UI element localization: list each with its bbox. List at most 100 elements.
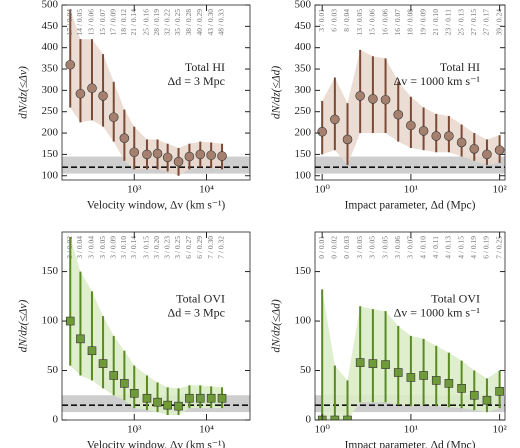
y-tick-label: 450 [42,20,59,32]
count-label: 28 / 0.19 [152,9,161,36]
count-label: 4 / 0.10 [418,236,427,259]
marker [330,415,340,420]
marker [456,137,467,148]
marker [380,94,391,105]
marker [431,131,442,141]
count-label: 3 / 0.09 [108,236,117,259]
marker [87,346,97,356]
marker [195,149,206,160]
count-label: 23 / 0.11 [444,9,453,35]
count-label: 4 / 0.13 [444,236,453,259]
count-label: 25 / 0.16 [142,9,151,36]
marker [142,393,152,403]
annotation: Δd = 3 Mpc [168,74,225,88]
count-label: 0 / 0.02 [330,236,339,259]
y-tick-label: 150 [295,265,312,277]
x-tick-label: 10² [492,184,507,196]
y-tick-label: 400 [42,41,59,53]
marker [368,359,378,368]
marker [174,401,183,411]
y-tick-label: 300 [42,84,59,96]
marker [393,109,404,120]
x-tick-label: 10⁴ [199,184,214,196]
x-tick-label: 10⁰ [314,184,330,196]
y-tick-label: 150 [295,148,312,160]
marker [368,94,378,104]
marker [482,149,492,160]
y-tick-label: 150 [42,148,59,160]
marker [206,393,216,403]
count-label: 3 / 0.10 [119,236,128,259]
marker [494,145,505,155]
marker [65,59,76,70]
marker [129,388,139,398]
marker [65,316,75,326]
annotation: Total HI [440,60,480,74]
count-label: 3 / 0.23 [162,236,171,259]
marker [75,88,86,99]
x-tick-label: 10² [492,424,507,436]
axes-frame [314,4,506,181]
count-label: 27 / 0.17 [482,9,491,36]
count-label: 8 / 0.04 [342,9,351,32]
marker [153,397,162,407]
count-label: 40 / 0.29 [195,9,204,36]
marker [142,149,152,160]
y-tick-label: 50 [300,364,312,376]
count-label: 6 / 0.27 [184,236,193,259]
marker [342,134,353,145]
count-label: 3 / 0.05 [380,236,389,259]
marker [173,156,184,167]
panel [62,236,250,416]
panel [62,9,250,176]
y-tick-label: 0 [53,414,59,426]
count-label: 3 / 0.15 [142,236,151,259]
count-label: 18 / 0.08 [406,9,415,36]
y-axis-label: dN/dz(≤Δv) [18,66,30,119]
count-label: 0 / 0.03 [342,236,351,259]
count-label: 4 / 0.19 [469,236,478,259]
y-tick-label: 200 [295,127,312,139]
y-tick-label: 50 [47,364,59,376]
count-label: 3 / 0.04 [75,236,84,259]
marker [98,359,108,368]
count-label: 3 / 0.20 [152,236,161,259]
marker [317,126,327,137]
marker [217,393,227,403]
x-tick-label: 10¹ [404,424,418,436]
count-label: 7 / 0.30 [206,236,215,259]
count-label: 3 / 0.14 [129,236,138,259]
x-tick-label: 10¹ [404,184,418,196]
y-axis-label: dN/dz(≤Δv) [18,300,30,353]
marker [355,91,365,101]
count-label: 15 / 0.07 [98,9,107,36]
count-label: 17 / 0.04 [65,9,74,36]
y-tick-label: 250 [295,105,312,117]
y-tick-label: 350 [42,63,59,75]
marker [119,133,130,143]
y-tick-label: 400 [295,41,312,53]
count-label: 3 / 0.02 [65,236,74,259]
marker [393,368,403,377]
panel [315,289,505,420]
count-label: 13 / 0.05 [355,9,364,36]
count-label: 3 / 0.05 [355,236,364,259]
marker [109,371,119,380]
y-tick-label: 500 [42,0,59,11]
count-label: 0 / 0.01 [317,236,326,259]
marker [217,151,227,161]
count-label: 38 / 0.28 [184,9,193,36]
marker [76,334,85,344]
count-label: 3 / 0.25 [173,236,182,259]
marker [185,393,194,403]
annotation: Total OVI [176,291,225,305]
y-tick-label: 350 [295,63,312,75]
y-tick-label: 500 [295,0,312,11]
count-label: 6 / 0.29 [195,236,204,259]
count-label: 16 / 0.06 [380,9,389,36]
count-label: 13 / 0.06 [87,9,96,36]
y-tick-label: 100 [42,169,59,181]
annotation: Δd = 3 Mpc [168,305,225,319]
x-tick-label: 10³ [127,424,142,436]
